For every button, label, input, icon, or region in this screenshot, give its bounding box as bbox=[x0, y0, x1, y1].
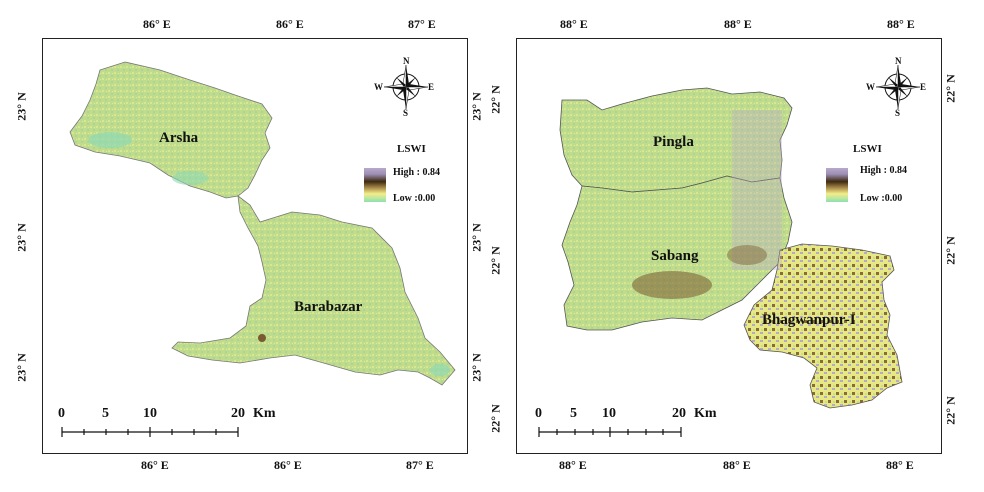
compass-s: S bbox=[895, 108, 901, 118]
region-label-sabang: Sabang bbox=[651, 248, 699, 264]
water-patch bbox=[172, 171, 208, 185]
scale-label: 10 bbox=[602, 406, 616, 421]
compass-rose bbox=[875, 64, 921, 110]
right-map-panel: 88° E 88° E 88° E 88° E 88° E 88° E 22° … bbox=[489, 0, 984, 492]
bottom-tick: 86° E bbox=[141, 458, 169, 472]
bottom-tick: 86° E bbox=[274, 458, 302, 472]
legend-high: High : 0.84 bbox=[393, 167, 440, 178]
scale-label: 0 bbox=[58, 406, 65, 421]
sabang-block bbox=[561, 175, 793, 331]
bottom-tick: 87° E bbox=[406, 458, 434, 472]
legend-high: High : 0.84 bbox=[860, 165, 907, 176]
region-label-pingla: Pingla bbox=[653, 134, 694, 150]
scale-unit: Km bbox=[253, 406, 276, 421]
bottom-tick: 88° E bbox=[886, 458, 914, 472]
scale-unit: Km bbox=[694, 406, 717, 421]
compass-s: S bbox=[403, 108, 409, 118]
scale-label: 5 bbox=[570, 406, 577, 421]
region-label-bhagwanpur: Bhagwanpur-I bbox=[762, 312, 856, 328]
scale-label: 10 bbox=[143, 406, 157, 421]
legend-low: Low :0.00 bbox=[860, 193, 903, 204]
built-up-strip bbox=[732, 110, 782, 270]
water-patch bbox=[88, 132, 132, 148]
compass-e: E bbox=[428, 82, 435, 92]
barabazar-district bbox=[171, 195, 456, 386]
top-tick: 86° E bbox=[276, 17, 304, 31]
dark-patch bbox=[258, 334, 266, 342]
compass-w: W bbox=[374, 82, 383, 92]
region-label-arsha: Arsha bbox=[159, 130, 199, 146]
legend-color-ramp bbox=[826, 168, 848, 202]
legend-title: LSWI bbox=[397, 143, 426, 155]
left-map-graphic bbox=[61, 61, 456, 437]
bhagwanpur-block bbox=[743, 243, 903, 409]
top-tick: 86° E bbox=[143, 17, 171, 31]
water-patch bbox=[430, 364, 450, 376]
left-map-panel: 86° E 86° E 87° E 86° E 86° E 87° E 23° … bbox=[15, 17, 484, 472]
scale-label: 0 bbox=[535, 406, 542, 421]
top-tick: 87° E bbox=[408, 17, 436, 31]
scale-bar bbox=[538, 427, 682, 437]
bottom-tick: 88° E bbox=[723, 458, 751, 472]
bottom-tick: 88° E bbox=[559, 458, 587, 472]
scale-label: 5 bbox=[102, 406, 109, 421]
legend-title: LSWI bbox=[853, 143, 882, 155]
legend-low: Low :0.00 bbox=[393, 193, 436, 204]
compass-rose bbox=[383, 64, 429, 110]
compass-e: E bbox=[920, 82, 927, 92]
region-label-barabazar: Barabazar bbox=[294, 299, 363, 315]
right-map-graphic bbox=[538, 64, 921, 437]
top-tick: 88° E bbox=[560, 17, 588, 31]
top-tick: 88° E bbox=[887, 17, 915, 31]
compass-w: W bbox=[866, 82, 875, 92]
legend-color-ramp bbox=[364, 168, 386, 202]
dark-soil-patch bbox=[632, 271, 712, 299]
scale-label: 20 bbox=[231, 406, 245, 421]
dark-soil-patch bbox=[727, 245, 767, 265]
scale-bar bbox=[61, 427, 239, 437]
scale-label: 20 bbox=[672, 406, 686, 421]
top-tick: 88° E bbox=[724, 17, 752, 31]
compass-n: N bbox=[895, 56, 902, 66]
compass-n: N bbox=[403, 56, 410, 66]
